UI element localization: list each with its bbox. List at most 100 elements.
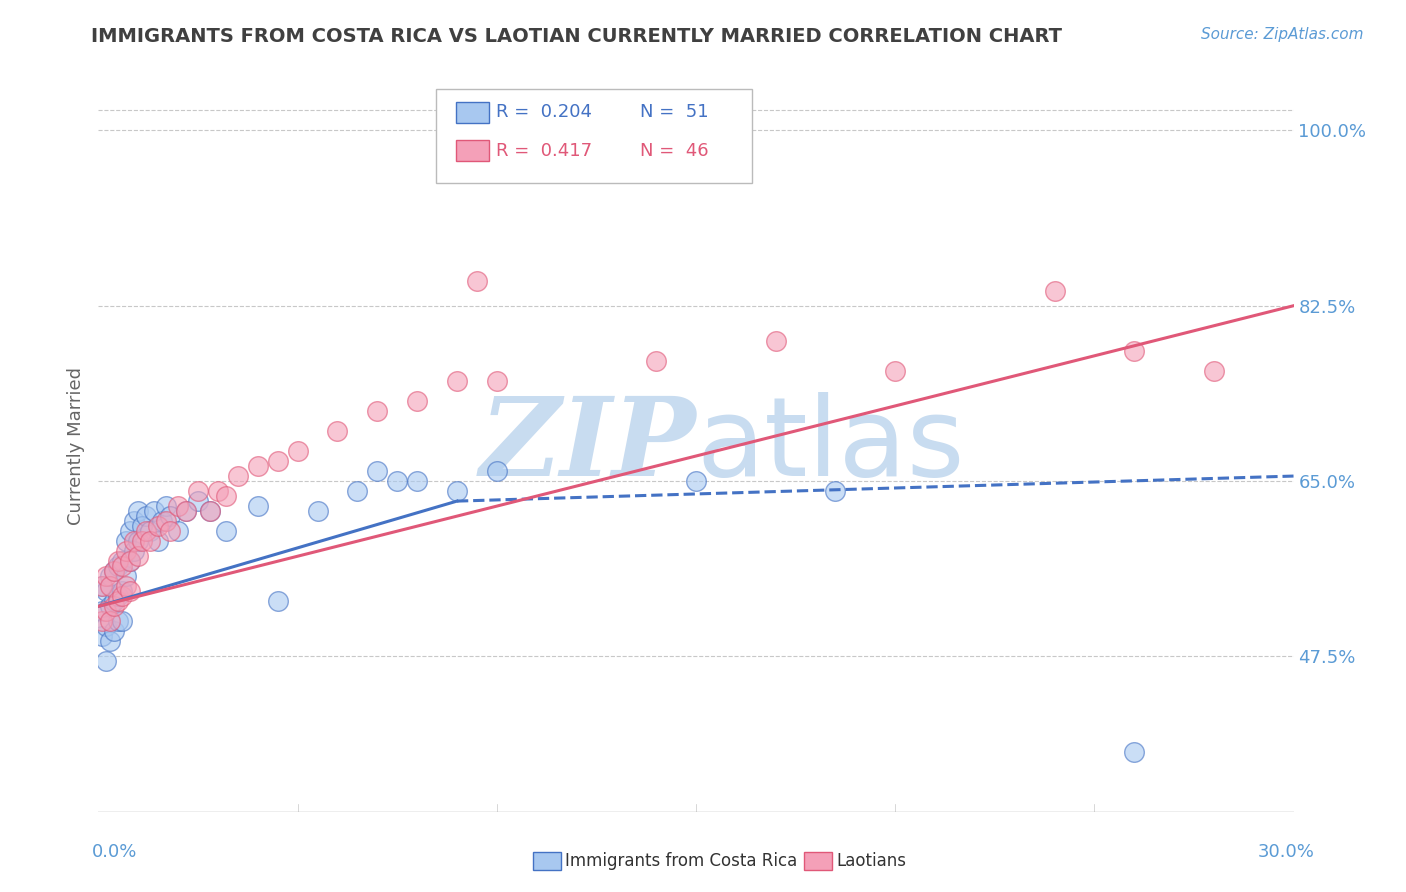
Point: [465, 274, 488, 288]
Point: [215, 489, 238, 503]
Point: [143, 504, 166, 518]
Text: Laotians: Laotians: [837, 852, 907, 870]
Point: [103, 564, 125, 578]
Text: Source: ZipAtlas.com: Source: ZipAtlas.com: [1201, 27, 1364, 42]
Point: [96, 619, 118, 633]
Point: [406, 474, 429, 488]
Point: [685, 474, 707, 488]
Point: [111, 559, 134, 574]
Point: [131, 519, 153, 533]
Point: [103, 599, 125, 614]
Point: [98, 599, 122, 614]
Point: [91, 579, 114, 593]
Point: [98, 569, 122, 583]
Point: [326, 424, 349, 438]
Text: ZIP: ZIP: [479, 392, 696, 500]
Point: [124, 514, 146, 528]
Point: [148, 534, 170, 549]
Point: [346, 484, 368, 499]
Point: [111, 589, 134, 603]
Point: [139, 534, 162, 549]
Text: 0.0%: 0.0%: [91, 843, 136, 861]
Point: [96, 584, 118, 599]
Point: [91, 579, 114, 593]
Point: [267, 454, 290, 468]
Point: [91, 615, 114, 629]
Point: [135, 509, 157, 524]
Point: [198, 504, 221, 518]
Text: N =  46: N = 46: [640, 142, 709, 160]
Point: [139, 524, 162, 538]
Point: [174, 504, 197, 518]
Point: [1123, 343, 1146, 358]
Text: N =  51: N = 51: [640, 103, 709, 121]
Point: [115, 579, 138, 593]
Point: [645, 354, 668, 368]
Text: 30.0%: 30.0%: [1258, 843, 1315, 861]
Point: [91, 604, 114, 618]
Point: [167, 499, 190, 513]
Point: [167, 524, 190, 538]
Point: [107, 554, 129, 568]
Point: [366, 404, 388, 418]
Text: Immigrants from Costa Rica: Immigrants from Costa Rica: [565, 852, 797, 870]
Point: [366, 464, 388, 478]
Text: R =  0.417: R = 0.417: [496, 142, 592, 160]
Point: [174, 504, 197, 518]
Point: [765, 334, 787, 348]
Point: [446, 484, 468, 499]
Point: [215, 524, 238, 538]
Point: [111, 584, 134, 599]
Point: [226, 469, 249, 483]
Point: [1202, 364, 1225, 378]
Point: [246, 458, 269, 473]
Point: [884, 364, 907, 378]
Point: [1123, 745, 1146, 759]
Point: [1043, 284, 1066, 298]
Point: [187, 484, 209, 499]
Point: [155, 514, 177, 528]
Point: [485, 374, 508, 388]
Point: [135, 524, 157, 538]
Point: [120, 554, 142, 568]
Point: [107, 615, 129, 629]
Point: [107, 589, 129, 603]
Point: [267, 594, 290, 608]
Point: [120, 554, 142, 568]
Point: [120, 524, 142, 538]
Point: [98, 579, 122, 593]
Point: [111, 554, 134, 568]
Point: [115, 534, 138, 549]
Point: [107, 594, 129, 608]
Text: R =  0.204: R = 0.204: [496, 103, 592, 121]
Point: [446, 374, 468, 388]
Point: [287, 444, 309, 458]
Text: atlas: atlas: [696, 392, 965, 500]
Point: [98, 615, 122, 629]
Point: [124, 534, 146, 549]
Point: [155, 499, 177, 513]
Point: [307, 504, 329, 518]
Point: [96, 569, 118, 583]
Point: [120, 584, 142, 599]
Point: [96, 604, 118, 618]
Text: IMMIGRANTS FROM COSTA RICA VS LAOTIAN CURRENTLY MARRIED CORRELATION CHART: IMMIGRANTS FROM COSTA RICA VS LAOTIAN CU…: [91, 27, 1063, 45]
Point: [115, 569, 138, 583]
Point: [107, 559, 129, 574]
Point: [824, 484, 846, 499]
Point: [150, 514, 173, 528]
Point: [198, 504, 221, 518]
Point: [103, 564, 125, 578]
Point: [131, 534, 153, 549]
Point: [207, 484, 229, 499]
Point: [127, 534, 149, 549]
Point: [406, 393, 429, 408]
Point: [127, 549, 149, 564]
Point: [159, 509, 181, 524]
Point: [98, 634, 122, 648]
Point: [246, 499, 269, 513]
Point: [111, 615, 134, 629]
Point: [124, 544, 146, 558]
Point: [96, 655, 118, 669]
Point: [103, 594, 125, 608]
